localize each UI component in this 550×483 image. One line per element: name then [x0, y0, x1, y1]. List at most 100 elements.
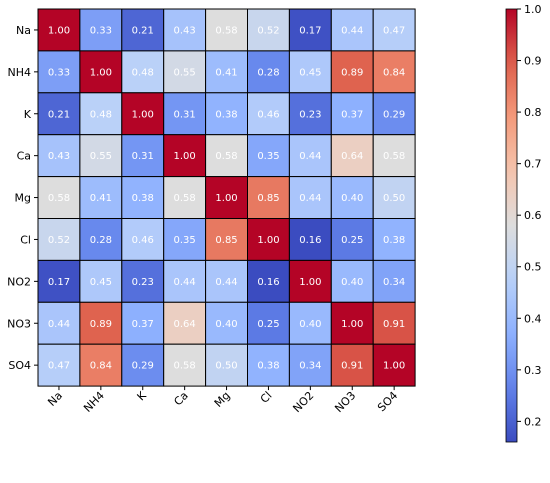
row-tick-label-SO4: SO4	[8, 359, 31, 372]
heatmap-cell-value: 1.00	[383, 361, 405, 372]
heatmap-cell-value: 0.58	[215, 25, 237, 36]
heatmap-cell-value: 0.50	[215, 361, 237, 372]
heatmap-cell-Ca-NH4	[79, 134, 123, 178]
heatmap-cell-value: 0.28	[90, 235, 112, 246]
heatmap-cell-value: 0.21	[48, 109, 70, 120]
column-tick-label-NH4: NH4	[81, 389, 107, 415]
heatmap-cell-value: 0.17	[299, 25, 321, 36]
heatmap-cell-SO4-NO2	[288, 343, 332, 387]
heatmap-cell-SO4-Na	[37, 343, 81, 387]
heatmap-cell-Na-NH4	[79, 8, 123, 52]
row-tick-label-Mg: Mg	[15, 192, 31, 205]
heatmap-cell-NO3-NO2	[288, 301, 332, 345]
heatmap-cell-value: 0.44	[341, 25, 363, 36]
heatmap-cell-value: 0.58	[215, 151, 237, 162]
heatmap-cell-value: 0.40	[341, 277, 363, 288]
heatmap-cell-Mg-Na	[37, 176, 81, 220]
heatmap-cell-value: 0.58	[174, 361, 196, 372]
column-tick-label-NO3: NO3	[332, 389, 358, 415]
heatmap-cell-value: 0.33	[90, 25, 112, 36]
heatmap-cell-value: 0.44	[299, 151, 321, 162]
heatmap-cell-value: 0.29	[383, 109, 405, 120]
heatmap-cell-Mg-Cl	[247, 176, 290, 220]
heatmap-cell-value: 0.55	[90, 151, 112, 162]
heatmap-cell-Mg-Ca	[163, 176, 207, 220]
heatmap-cell-value: 0.33	[48, 67, 70, 78]
colorbar: 0.2 0.3 0.4 0.5 0.6 0.7 0.8 0.9 1.0	[505, 3, 542, 443]
heatmap-cell-value: 0.64	[174, 319, 196, 330]
heatmap-cell-SO4-Cl	[247, 343, 290, 387]
heatmap-cell-value: 1.00	[215, 193, 237, 204]
heatmap-cell-value: 0.64	[341, 151, 363, 162]
heatmap-cell-value: 0.58	[174, 193, 196, 204]
heatmap-cell-Na-Cl	[247, 8, 290, 52]
heatmap-cell-NO3-K	[121, 301, 165, 345]
heatmap-cell-value: 0.34	[299, 361, 321, 372]
heatmap-cell-value: 0.52	[257, 25, 279, 36]
heatmap-cell-Cl-Cl	[247, 218, 290, 261]
heatmap-cell-value: 1.00	[48, 25, 70, 36]
heatmap-cell-Cl-Ca	[163, 218, 207, 261]
row-tick-label-NH4: NH4	[8, 66, 32, 79]
heatmap-cell-value: 0.91	[341, 361, 363, 372]
heatmap-cell-value: 0.25	[257, 319, 279, 330]
colorbar-gradient	[505, 8, 518, 443]
heatmap-cell-value: 0.45	[299, 67, 321, 78]
row-tick-label-K: K	[24, 108, 32, 121]
heatmap-cell-Ca-Ca	[163, 134, 207, 178]
heatmap-cell-value: 0.44	[174, 277, 196, 288]
heatmap-cell-value: 0.16	[299, 235, 321, 246]
heatmap-cell-value: 0.41	[215, 67, 237, 78]
heatmap-cell-value: 0.31	[174, 109, 196, 120]
row-tick-label-Ca: Ca	[17, 150, 31, 163]
heatmap-cell-value: 0.55	[174, 67, 196, 78]
heatmap-cell-K-K	[121, 92, 165, 136]
heatmap-cell-Cl-NO3	[330, 218, 374, 261]
heatmap-cell-value: 1.00	[299, 277, 321, 288]
heatmap-cell-value: 1.00	[132, 109, 154, 120]
heatmap-cell-NO3-Ca	[163, 301, 207, 345]
heatmap-cell-Cl-SO4	[372, 218, 416, 261]
heatmap-cell-value: 1.00	[257, 235, 279, 246]
row-tick-label-NO2: NO2	[7, 275, 31, 288]
heatmap-cell-K-Ca	[163, 92, 207, 136]
heatmap-cell-value: 0.29	[132, 361, 154, 372]
heatmap-cell-value: 0.40	[299, 319, 321, 330]
heatmap-cell-value: 0.44	[299, 193, 321, 204]
heatmap-cell-SO4-Ca	[163, 343, 207, 387]
heatmap-cell-value: 0.43	[174, 25, 196, 36]
heatmap-cell-Ca-Na	[37, 134, 81, 178]
heatmap-cell-value: 0.50	[383, 193, 405, 204]
heatmap-cell-value: 0.40	[215, 319, 237, 330]
heatmap-cell-value: 0.38	[132, 193, 154, 204]
heatmap-cell-value: 0.47	[48, 361, 70, 372]
heatmap-cell-value: 0.35	[174, 235, 196, 246]
colorbar-tick-label: 0.8	[524, 106, 542, 119]
column-tick-label-Cl: Cl	[258, 389, 275, 406]
colorbar-tick-label: 0.2	[524, 415, 542, 428]
heatmap-cell-Ca-SO4	[372, 134, 416, 178]
heatmap-cell-value: 0.34	[383, 277, 405, 288]
column-tick-labels: Na NH4 K Ca Mg Cl NO2 NO3 SO4	[45, 386, 400, 415]
colorbar-tick-label: 0.3	[524, 364, 542, 377]
colorbar-tick-label: 0.6	[524, 209, 542, 222]
heatmap-cell-value: 0.38	[215, 109, 237, 120]
heatmap-cell-NH4-Na	[37, 50, 81, 94]
heatmap-cell-value: 0.46	[132, 235, 154, 246]
heatmap-cell-NO2-Na	[37, 259, 81, 303]
row-tick-label-Na: Na	[16, 24, 31, 37]
heatmap-cell-SO4-K	[121, 343, 165, 387]
row-tick-label-Cl: Cl	[20, 233, 31, 246]
heatmap-cell-value: 0.44	[48, 319, 70, 330]
heatmap-cell-value: 0.85	[215, 235, 237, 246]
heatmap-cell-NO3-Na	[37, 301, 81, 345]
heatmap-cell-Mg-NO2	[288, 176, 332, 220]
heatmap-cell-NH4-Mg	[205, 50, 249, 94]
heatmap-cell-NO2-NO2	[288, 259, 332, 303]
heatmap-cell-K-SO4	[372, 92, 416, 136]
heatmap-cell-NH4-NO2	[288, 50, 332, 94]
heatmap-cell-Mg-SO4	[372, 176, 416, 220]
heatmap-cell-NO2-NH4	[79, 259, 123, 303]
row-tick-labels: Na NH4 K Ca Mg Cl NO2 NO3 SO4	[7, 24, 38, 372]
